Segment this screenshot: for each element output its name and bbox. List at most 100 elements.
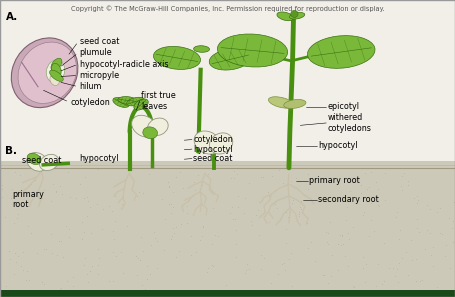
Point bbox=[27, 230, 35, 235]
Point bbox=[382, 198, 389, 203]
Point bbox=[184, 204, 191, 209]
Point bbox=[106, 203, 113, 208]
Point bbox=[296, 212, 303, 217]
Point bbox=[187, 233, 194, 238]
Point bbox=[398, 188, 405, 193]
Point bbox=[288, 283, 296, 288]
Point bbox=[169, 205, 176, 210]
Point bbox=[11, 169, 19, 174]
Point bbox=[329, 253, 336, 257]
Point bbox=[278, 262, 286, 267]
Point bbox=[325, 280, 332, 285]
Point bbox=[339, 241, 346, 246]
Ellipse shape bbox=[27, 153, 41, 165]
Point bbox=[413, 217, 420, 222]
Point bbox=[14, 212, 21, 217]
Point bbox=[172, 175, 180, 180]
Ellipse shape bbox=[194, 46, 209, 52]
Point bbox=[380, 279, 388, 283]
Point bbox=[191, 180, 198, 184]
Point bbox=[162, 217, 169, 221]
Point bbox=[234, 193, 242, 198]
Point bbox=[374, 203, 382, 208]
Point bbox=[345, 237, 353, 242]
Point bbox=[258, 287, 265, 292]
Point bbox=[59, 255, 66, 259]
Point bbox=[80, 195, 87, 200]
Point bbox=[253, 213, 260, 218]
Point bbox=[344, 263, 351, 268]
Text: secondary root: secondary root bbox=[318, 195, 379, 204]
Point bbox=[105, 279, 112, 284]
Point bbox=[304, 187, 311, 191]
Point bbox=[359, 266, 366, 270]
Point bbox=[370, 229, 377, 233]
Point bbox=[393, 215, 400, 220]
Point bbox=[179, 186, 187, 190]
Point bbox=[433, 285, 440, 290]
Point bbox=[404, 182, 412, 187]
Point bbox=[84, 280, 91, 285]
Point bbox=[235, 205, 242, 210]
Point bbox=[404, 273, 412, 277]
Point bbox=[33, 192, 40, 196]
Point bbox=[54, 252, 61, 257]
Point bbox=[337, 232, 344, 237]
Point bbox=[173, 255, 180, 260]
Point bbox=[394, 280, 401, 285]
Point bbox=[396, 228, 403, 232]
Point bbox=[14, 215, 21, 220]
Point bbox=[349, 225, 357, 230]
Ellipse shape bbox=[147, 118, 168, 136]
Point bbox=[375, 204, 383, 209]
Point bbox=[274, 271, 282, 276]
Point bbox=[442, 254, 449, 258]
Point bbox=[9, 186, 16, 191]
Point bbox=[48, 251, 55, 255]
Ellipse shape bbox=[51, 63, 61, 76]
Point bbox=[242, 195, 249, 200]
Point bbox=[273, 206, 281, 211]
Point bbox=[261, 255, 268, 260]
Point bbox=[166, 184, 173, 188]
Point bbox=[120, 165, 127, 170]
Point bbox=[83, 195, 91, 200]
Point bbox=[176, 248, 183, 253]
Ellipse shape bbox=[194, 131, 221, 154]
Point bbox=[95, 256, 102, 260]
Point bbox=[84, 198, 91, 203]
Point bbox=[409, 258, 416, 263]
Point bbox=[167, 202, 174, 207]
Point bbox=[285, 256, 293, 261]
Ellipse shape bbox=[50, 70, 63, 81]
Point bbox=[94, 247, 101, 252]
Point bbox=[69, 274, 76, 279]
Text: hypocotyl-radicle axis: hypocotyl-radicle axis bbox=[80, 60, 168, 69]
Point bbox=[394, 209, 401, 214]
Point bbox=[298, 199, 305, 204]
Point bbox=[141, 286, 148, 291]
Point bbox=[256, 233, 263, 237]
Point bbox=[228, 175, 235, 180]
Point bbox=[334, 268, 341, 272]
Point bbox=[184, 211, 191, 215]
Point bbox=[52, 189, 60, 194]
Point bbox=[279, 181, 287, 186]
Point bbox=[226, 211, 233, 216]
Point bbox=[284, 214, 291, 219]
Point bbox=[52, 189, 60, 194]
Point bbox=[204, 266, 212, 270]
Point bbox=[47, 198, 55, 203]
Point bbox=[65, 226, 72, 231]
Point bbox=[412, 279, 420, 284]
Point bbox=[94, 271, 101, 276]
Point bbox=[415, 198, 422, 202]
Point bbox=[77, 182, 84, 187]
Point bbox=[151, 235, 158, 240]
Point bbox=[349, 284, 357, 289]
Point bbox=[408, 238, 415, 243]
Point bbox=[272, 202, 279, 207]
Point bbox=[13, 260, 20, 265]
Point bbox=[111, 236, 118, 241]
Point bbox=[243, 261, 250, 266]
